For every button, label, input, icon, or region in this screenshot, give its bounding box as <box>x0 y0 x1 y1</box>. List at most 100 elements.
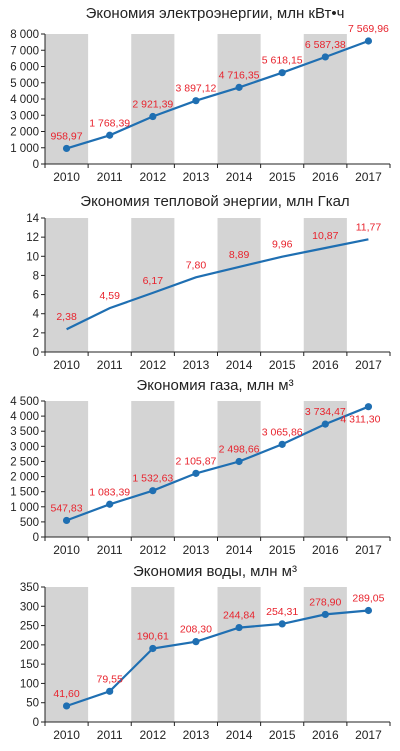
background-band <box>45 401 89 537</box>
y-tick-label: 250 <box>20 621 39 633</box>
y-tick-label: 0 <box>33 159 39 171</box>
data-label: 11,77 <box>356 221 382 233</box>
data-label: 289,05 <box>352 593 384 605</box>
data-label: 5 618,15 <box>262 55 303 67</box>
y-tick-label: 350 <box>20 582 39 594</box>
y-tick-label: 4 000 <box>10 411 39 423</box>
data-point <box>106 500 114 508</box>
data-point <box>364 606 373 615</box>
x-tick-label: 2014 <box>226 543 253 557</box>
series-line <box>66 238 369 331</box>
data-label: 2,38 <box>56 311 77 323</box>
background-band <box>303 587 347 722</box>
x-tick-label: 2016 <box>312 728 339 742</box>
y-tick-label: 4 <box>33 309 40 321</box>
y-tick-label: 500 <box>20 517 39 529</box>
y-tick-label: 2 <box>33 328 39 340</box>
y-tick-label: 50 <box>26 698 39 710</box>
y-tick-label: 0 <box>33 717 39 729</box>
data-label: 244,84 <box>223 610 255 622</box>
y-tick-label: 150 <box>20 659 39 671</box>
data-label: 7,80 <box>186 259 207 271</box>
x-tick-label: 2012 <box>139 728 166 742</box>
background-band <box>45 218 89 352</box>
chart-title: Экономия воды, млн м³ <box>133 563 297 580</box>
x-tick-label: 2012 <box>139 543 166 557</box>
background-band <box>303 218 347 352</box>
data-point <box>62 702 71 710</box>
data-label: 2 105,87 <box>176 455 217 467</box>
y-tick-label: 5 000 <box>10 78 39 90</box>
y-tick-label: 2 000 <box>10 127 39 139</box>
x-tick-label: 2015 <box>269 543 296 557</box>
data-label: 958,97 <box>51 130 83 142</box>
y-tick-label: 100 <box>20 678 39 690</box>
data-point <box>235 83 243 91</box>
y-tick-label: 1 000 <box>10 143 39 155</box>
background-band <box>217 587 261 722</box>
data-point <box>235 623 243 632</box>
y-tick-label: 6 <box>33 290 39 302</box>
data-label: 278,90 <box>309 596 341 608</box>
y-tick-label: 1 500 <box>10 487 39 499</box>
x-tick-label: 2015 <box>269 358 296 372</box>
x-tick-label: 2013 <box>183 728 210 742</box>
series-line <box>66 609 369 708</box>
data-label: 9,96 <box>272 239 293 251</box>
x-tick-label: 2012 <box>139 358 166 372</box>
x-tick-label: 2015 <box>269 170 296 184</box>
data-label: 2 498,66 <box>219 443 260 455</box>
data-point <box>192 638 200 646</box>
x-tick-label: 2017 <box>355 728 382 742</box>
x-tick-label: 2016 <box>312 543 339 557</box>
x-tick-label: 2016 <box>312 170 339 184</box>
chart-title: Экономия газа, млн м³ <box>136 377 293 394</box>
data-label: 3 734,47 <box>305 406 346 418</box>
background-band <box>131 218 175 352</box>
y-tick-label: 14 <box>26 213 39 225</box>
data-label: 547,83 <box>51 502 83 514</box>
y-tick-label: 7 000 <box>10 45 39 57</box>
y-tick-label: 4 000 <box>10 94 39 106</box>
data-label: 1 532,63 <box>132 473 173 485</box>
data-label: 1 083,39 <box>89 486 130 498</box>
data-label: 10,87 <box>312 230 338 242</box>
series-line <box>66 405 369 522</box>
y-tick-label: 0 <box>33 532 39 544</box>
x-tick-label: 2011 <box>97 170 123 184</box>
y-tick-label: 300 <box>20 601 39 613</box>
data-point <box>62 516 71 525</box>
y-tick-label: 1 000 <box>10 502 39 514</box>
background-band <box>45 587 89 722</box>
y-tick-label: 8 000 <box>10 29 39 41</box>
y-tick-label: 3 500 <box>10 426 39 438</box>
background-band <box>217 218 261 352</box>
y-tick-label: 10 <box>26 251 39 263</box>
data-point <box>321 420 329 428</box>
x-tick-label: 2016 <box>312 358 339 372</box>
data-point <box>106 687 114 695</box>
y-tick-label: 12 <box>26 232 39 244</box>
x-tick-label: 2012 <box>139 170 166 184</box>
x-tick-label: 2010 <box>53 543 80 557</box>
background-band <box>45 34 89 164</box>
data-label: 1 768,39 <box>89 117 130 129</box>
y-tick-label: 8 <box>33 270 39 282</box>
x-tick-label: 2014 <box>226 728 253 742</box>
data-point <box>278 440 286 448</box>
y-tick-label: 3 000 <box>10 110 39 122</box>
x-tick-label: 2014 <box>226 358 253 372</box>
data-label: 8,89 <box>229 249 250 261</box>
y-tick-label: 2 000 <box>10 472 39 484</box>
data-point <box>364 37 373 45</box>
data-label: 7 569,96 <box>348 23 389 35</box>
data-label: 4 716,35 <box>219 69 260 81</box>
data-point <box>149 112 157 121</box>
data-point <box>321 53 329 61</box>
data-point <box>278 620 286 628</box>
data-label: 3 897,12 <box>176 83 217 95</box>
data-point <box>278 69 286 77</box>
x-tick-label: 2015 <box>269 728 296 742</box>
